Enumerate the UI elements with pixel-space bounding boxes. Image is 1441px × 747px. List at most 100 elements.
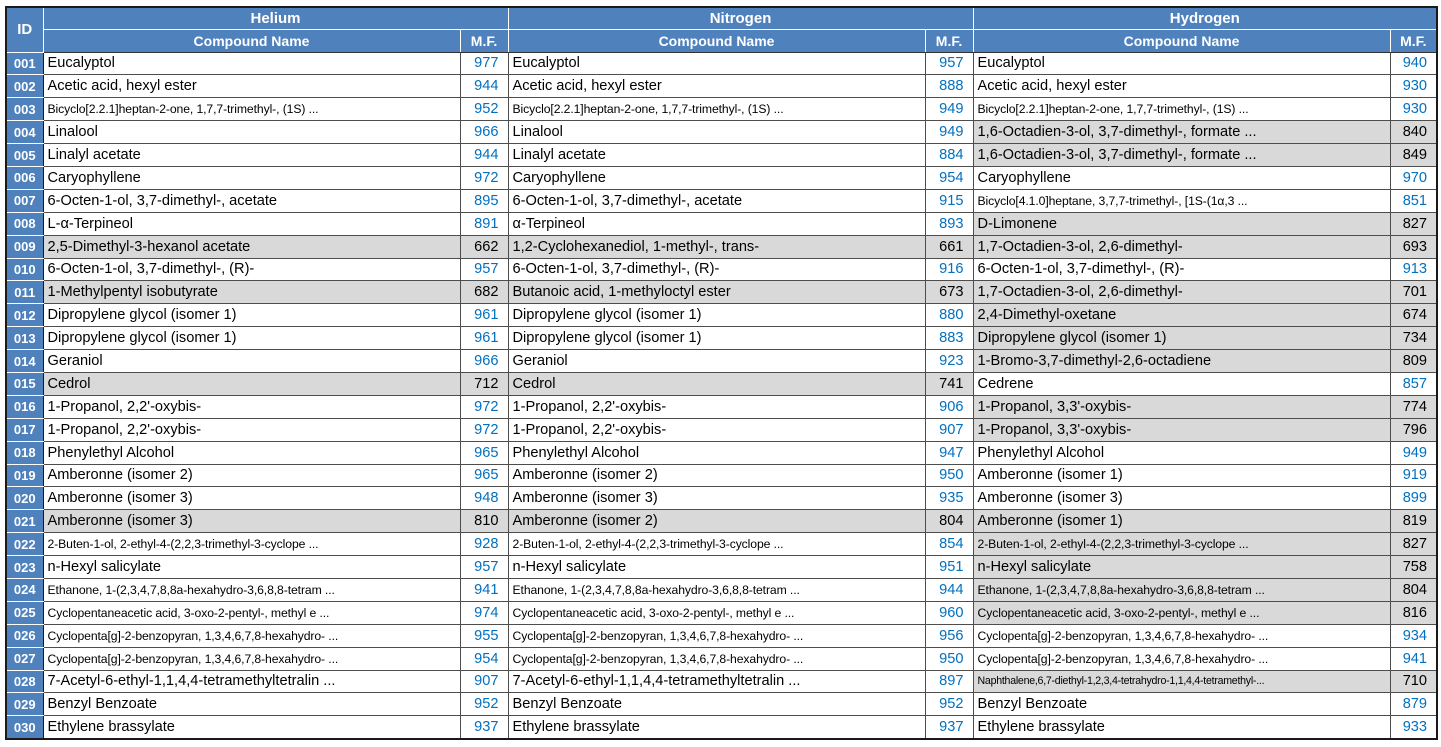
row-id-cell: 026	[5, 623, 44, 648]
hydrogen-compound-cell: Cyclopenta[g]-2-benzopyran, 1,3,4,6,7,8-…	[972, 623, 1391, 648]
nitrogen-mf-cell: 804	[924, 509, 974, 534]
nitrogen-mf-cell: 854	[924, 532, 974, 557]
helium-compound-cell: Cyclopentaneacetic acid, 3-oxo-2-pentyl-…	[42, 600, 461, 625]
hydrogen-mf-cell: 970	[1389, 165, 1438, 190]
helium-mf-cell: 961	[459, 303, 509, 328]
hydrogen-mf-cell: 930	[1389, 97, 1438, 122]
hydrogen-compound-cell: Cyclopentaneacetic acid, 3-oxo-2-pentyl-…	[972, 600, 1391, 625]
nitrogen-compound-cell: Benzyl Benzoate	[507, 692, 926, 717]
nitrogen-compound-cell: Cedrol	[507, 371, 926, 396]
nitrogen-mf-cell: 937	[924, 715, 974, 740]
hydrogen-compound-cell: 2,4-Dimethyl-oxetane	[972, 303, 1391, 328]
hydrogen-mf-cell: 758	[1389, 555, 1438, 579]
helium-compound-cell: Ethylene brassylate	[42, 715, 461, 740]
nitrogen-mf-cell: 741	[924, 371, 974, 396]
nitrogen-compound-cell: Amberonne (isomer 2)	[507, 509, 926, 534]
helium-compound-cell: Amberonne (isomer 3)	[42, 486, 461, 511]
helium-mf-cell: 977	[459, 51, 509, 76]
table-row: 013 Dipropylene glycol (isomer 1) 961 Di…	[5, 326, 1438, 351]
group-header-nitrogen: Nitrogen	[507, 6, 974, 30]
table-row: 017 1-Propanol, 2,2'-oxybis- 972 1-Propa…	[5, 417, 1438, 442]
row-id-cell: 016	[5, 394, 44, 419]
nitrogen-mf-cell: 893	[924, 211, 974, 236]
nitrogen-compound-cell: Cyclopentaneacetic acid, 3-oxo-2-pentyl-…	[507, 600, 926, 625]
hydrogen-compound-cell: Benzyl Benzoate	[972, 692, 1391, 717]
helium-mf-cell: 952	[459, 97, 509, 122]
table-row: 007 6-Octen-1-ol, 3,7-dimethyl-, acetate…	[5, 188, 1438, 213]
nitrogen-compound-cell: Amberonne (isomer 3)	[507, 486, 926, 511]
hydrogen-compound-cell: Naphthalene,6,7-diethyl-1,2,3,4-tetrahyd…	[972, 669, 1391, 694]
hydrogen-mf-cell: 816	[1389, 600, 1438, 625]
table-header: ID Helium Nitrogen Hydrogen Compound Nam…	[5, 6, 1438, 53]
nitrogen-compound-cell: Bicyclo[2.2.1]heptan-2-one, 1,7,7-trimet…	[507, 97, 926, 122]
nitrogen-compound-cell: 2-Buten-1-ol, 2-ethyl-4-(2,2,3-trimethyl…	[507, 532, 926, 557]
nitrogen-compound-cell: Amberonne (isomer 2)	[507, 463, 926, 488]
nitrogen-compound-cell: 1,2-Cyclohexanediol, 1-methyl-, trans-	[507, 234, 926, 259]
hydrogen-compound-cell: 1-Propanol, 3,3'-oxybis-	[972, 417, 1391, 442]
helium-mf-cell: 966	[459, 349, 509, 373]
helium-mf-cell: 948	[459, 486, 509, 511]
nitrogen-mf-cell: 950	[924, 646, 974, 671]
table-row: 011 1-Methylpentyl isobutyrate 682 Butan…	[5, 280, 1438, 305]
helium-compound-cell: 1-Propanol, 2,2'-oxybis-	[42, 417, 461, 442]
helium-compound-cell: Caryophyllene	[42, 165, 461, 190]
nitrogen-mf-cell: 951	[924, 555, 974, 579]
nitrogen-compound-cell: α-Terpineol	[507, 211, 926, 236]
hydrogen-mf-cell: 809	[1389, 349, 1438, 373]
row-id-cell: 008	[5, 211, 44, 236]
hydrogen-mf-cell: 913	[1389, 257, 1438, 282]
helium-mf-cell: 966	[459, 120, 509, 145]
hydrogen-mf-cell: 857	[1389, 371, 1438, 396]
table-row: 003 Bicyclo[2.2.1]heptan-2-one, 1,7,7-tr…	[5, 97, 1438, 122]
table-row: 024 Ethanone, 1-(2,3,4,7,8,8a-hexahydro-…	[5, 577, 1438, 602]
helium-mf-cell: 957	[459, 555, 509, 579]
table-row: 008 L-α-Terpineol 891 α-Terpineol 893 D-…	[5, 211, 1438, 236]
helium-mf-header: M.F.	[459, 28, 509, 53]
nitrogen-mf-cell: 954	[924, 165, 974, 190]
row-id-cell: 006	[5, 165, 44, 190]
row-id-cell: 015	[5, 371, 44, 396]
helium-compound-cell: 6-Octen-1-ol, 3,7-dimethyl-, acetate	[42, 188, 461, 213]
helium-compound-cell: Dipropylene glycol (isomer 1)	[42, 303, 461, 328]
table-row: 006 Caryophyllene 972 Caryophyllene 954 …	[5, 165, 1438, 190]
helium-mf-cell: 957	[459, 257, 509, 282]
hydrogen-compound-cell: Ethylene brassylate	[972, 715, 1391, 740]
helium-compound-cell: Cyclopenta[g]-2-benzopyran, 1,3,4,6,7,8-…	[42, 623, 461, 648]
nitrogen-compound-cell: Phenylethyl Alcohol	[507, 440, 926, 465]
nitrogen-mf-cell: 661	[924, 234, 974, 259]
hydrogen-compound-cell: 1,6-Octadien-3-ol, 3,7-dimethyl-, format…	[972, 120, 1391, 145]
table-row: 014 Geraniol 966 Geraniol 923 1-Bromo-3,…	[5, 349, 1438, 373]
nitrogen-compound-cell: Caryophyllene	[507, 165, 926, 190]
hydrogen-mf-cell: 934	[1389, 623, 1438, 648]
helium-compound-cell: 6-Octen-1-ol, 3,7-dimethyl-, (R)-	[42, 257, 461, 282]
nitrogen-compound-cell: Cyclopenta[g]-2-benzopyran, 1,3,4,6,7,8-…	[507, 646, 926, 671]
nitrogen-compound-cell: 6-Octen-1-ol, 3,7-dimethyl-, (R)-	[507, 257, 926, 282]
helium-mf-cell: 952	[459, 692, 509, 717]
helium-compound-cell: 1-Propanol, 2,2'-oxybis-	[42, 394, 461, 419]
nitrogen-compound-cell: Ethanone, 1-(2,3,4,7,8,8a-hexahydro-3,6,…	[507, 577, 926, 602]
hydrogen-compound-cell: 6-Octen-1-ol, 3,7-dimethyl-, (R)-	[972, 257, 1391, 282]
row-id-cell: 019	[5, 463, 44, 488]
table-row: 020 Amberonne (isomer 3) 948 Amberonne (…	[5, 486, 1438, 511]
nitrogen-mf-cell: 884	[924, 143, 974, 167]
row-id-cell: 030	[5, 715, 44, 740]
row-id-cell: 024	[5, 577, 44, 602]
nitrogen-compound-cell: 1-Propanol, 2,2'-oxybis-	[507, 394, 926, 419]
table-row: 025 Cyclopentaneacetic acid, 3-oxo-2-pen…	[5, 600, 1438, 625]
helium-compound-cell: 7-Acetyl-6-ethyl-1,1,4,4-tetramethyltetr…	[42, 669, 461, 694]
nitrogen-mf-cell: 960	[924, 600, 974, 625]
row-id-cell: 005	[5, 143, 44, 167]
helium-compound-cell: Benzyl Benzoate	[42, 692, 461, 717]
helium-compound-cell: Linalyl acetate	[42, 143, 461, 167]
row-id-cell: 020	[5, 486, 44, 511]
nitrogen-mf-cell: 950	[924, 463, 974, 488]
hydrogen-mf-cell: 693	[1389, 234, 1438, 259]
hydrogen-mf-cell: 919	[1389, 463, 1438, 488]
row-id-cell: 014	[5, 349, 44, 373]
table-row: 026 Cyclopenta[g]-2-benzopyran, 1,3,4,6,…	[5, 623, 1438, 648]
hydrogen-compound-cell: Cyclopenta[g]-2-benzopyran, 1,3,4,6,7,8-…	[972, 646, 1391, 671]
nitrogen-compound-cell: Geraniol	[507, 349, 926, 373]
helium-compound-cell: Ethanone, 1-(2,3,4,7,8,8a-hexahydro-3,6,…	[42, 577, 461, 602]
helium-compound-cell: Cedrol	[42, 371, 461, 396]
